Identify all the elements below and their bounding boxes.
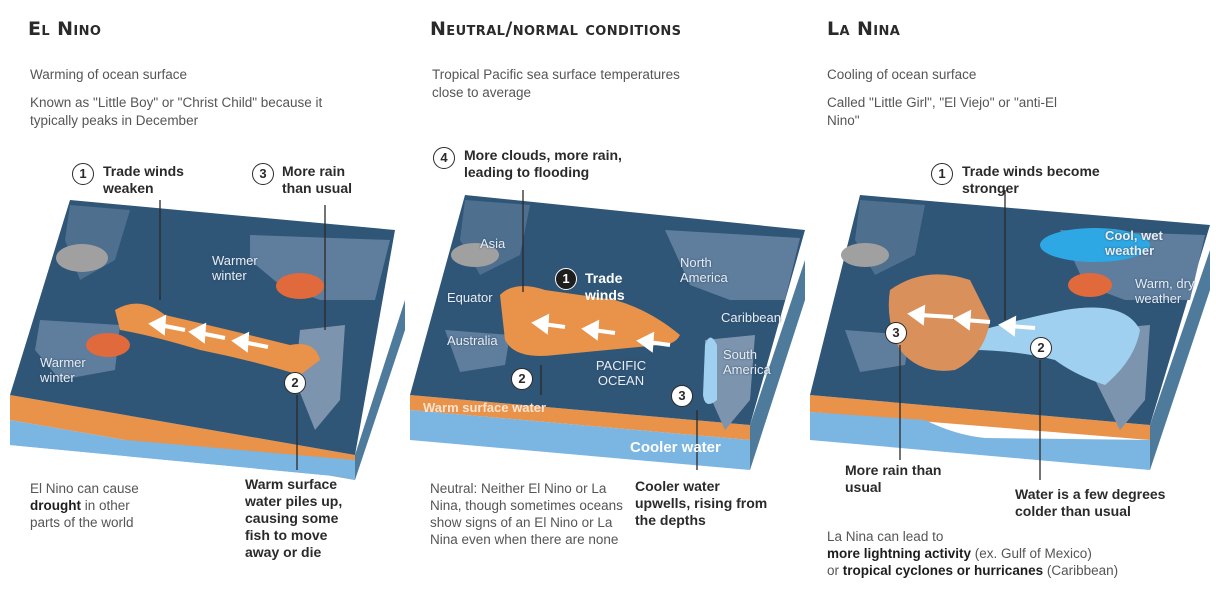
cloud-icon [841,243,889,267]
cool-upwelling [703,337,717,404]
panel-neutral: Neutral/normal conditions Tropical Pacif… [405,0,810,599]
warm-layer-side [810,395,1150,440]
warm-water-pool [888,274,990,371]
warm-spot [86,333,130,357]
callout-trade-winds-stronger: Trade winds become stronger [962,163,1100,196]
block-right-side [750,260,805,470]
warm-spot [1068,273,1112,297]
warm-layer-side [410,395,750,440]
map-label-australia: Australia [447,333,498,348]
panel-title: La Nina [827,18,901,40]
panel-title: El Nino [28,18,102,40]
callout-number: 2 [511,368,533,390]
callout-number: 3 [885,322,907,344]
ocean-side [410,410,750,470]
callout-number: 4 [433,147,455,169]
south-america-land [705,335,755,430]
north-america-land [665,230,800,300]
la-nina-effect-text: La Nina can lead to more lightning activ… [827,529,1119,578]
map-label-north-america: North America [680,255,728,285]
map-label-asia: Asia [480,236,506,251]
label-warm-surface-water: Warm surface water [423,400,547,415]
neutral-explanation-text: Neutral: Neither El Nino or La Nina, tho… [430,481,623,547]
trade-wind-arrows [148,314,269,353]
callout-number: 2 [1030,337,1052,359]
description: Tropical Pacific sea surface temperature… [432,67,680,100]
description-detail: Called "Little Girl", "El Viejo" or "ant… [827,95,1058,128]
block-right-side [355,300,405,480]
callout-water-colder: Water is a few degrees colder than usual [1015,486,1166,519]
map-label-equator: Equator [447,290,493,305]
description: Cooling of ocean surface [827,67,977,82]
map-label-warm-dry-weather: Warm, dry weather [1135,276,1195,306]
description-detail: Known as "Little Boy" or "Christ Child" … [30,95,323,128]
trade-wind-arrows [531,313,671,353]
map-label-cool-wet-weather: Cool, wet weather [1105,228,1163,258]
australia-land [445,330,510,372]
trade-wind-arrows [907,304,1036,337]
cloud-icon [56,244,108,272]
map-label-south-america: South America [723,347,771,377]
cool-wet-area [1040,228,1150,262]
callout-more-clouds: More clouds, more rain, leading to flood… [464,147,622,180]
el-nino-effect-text: El Nino can cause drought in other parts… [30,481,139,530]
callout-number: 3 [671,385,693,407]
ocean-side [810,412,1150,470]
warm-water-band [115,303,320,375]
callout-number: 1 [72,163,94,185]
map-label-caribbean: Caribbean [721,310,781,325]
panel-la-nina: La Nina Cooling of ocean surface Called … [805,0,1210,599]
warm-spot [276,273,324,299]
callout-warm-water-piles: Warm surface water piles up, causing som… [245,476,343,560]
cloud-icon [451,243,499,267]
label-cooler-water: Cooler water [630,439,721,456]
callout-trade-winds-weaken: Trade winds weaken [103,163,184,196]
description: Warming of ocean surface [30,67,188,82]
warm-water-pool [500,286,680,356]
map-label-warmer-winter: Warmer winter [212,253,258,283]
callout-number: 2 [284,372,306,394]
callout-trade-winds: Trade winds [585,270,625,303]
neutral-map-diagram [410,190,805,470]
callout-number: 3 [252,163,274,185]
map-label-warmer-winter: Warmer winter [40,355,86,385]
panel-title: Neutral/normal conditions [430,18,682,40]
block-right-side [1150,250,1210,470]
map-label-pacific-ocean: PACIFIC OCEAN [595,358,647,388]
callout-more-rain: More rain than usual [282,163,353,196]
callout-more-rain: More rain than usual [845,462,942,495]
callout-number: 1 [555,268,577,290]
callout-cooler-water-upwells: Cooler water upwells, rising from the de… [635,478,768,528]
panel-el-nino: El Nino Warming of ocean surface Known a… [0,0,405,599]
callout-number: 1 [931,163,953,185]
